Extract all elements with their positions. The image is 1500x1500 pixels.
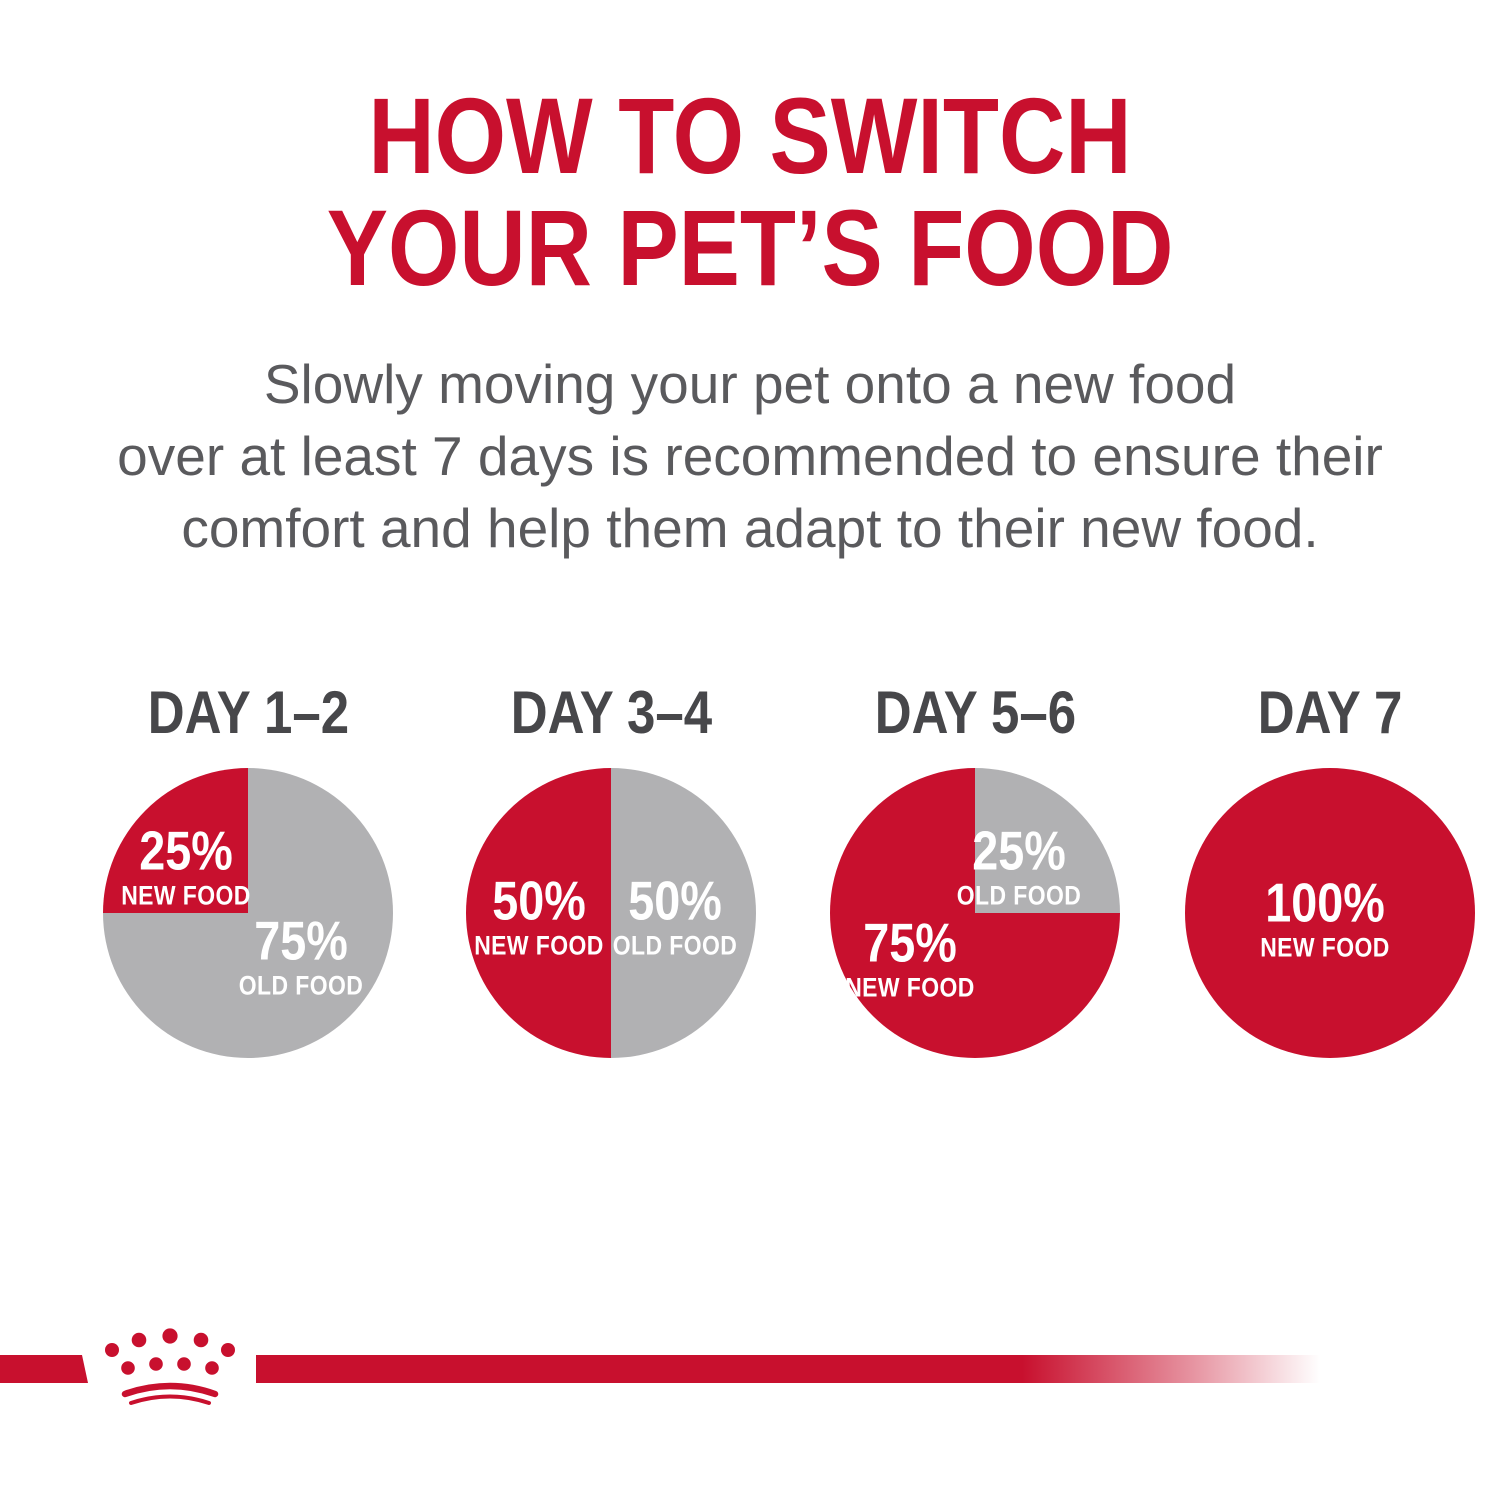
slice-name: NEW FOOD [474, 930, 604, 961]
intro-text: Slowly moving your pet onto a new food o… [0, 348, 1500, 564]
pie-chart-day-7: 100% NEW FOOD [1185, 768, 1475, 1058]
slice-name: NEW FOOD [121, 880, 251, 911]
intro-line-2: over at least 7 days is recommended to e… [117, 425, 1383, 487]
footer-stripe-right [256, 1355, 1320, 1383]
day-3-4-heading: DAY 3–4 [510, 679, 712, 746]
slice-percent: 75% [863, 911, 957, 974]
slice-label-old-food: 50% OLD FOOD [612, 869, 738, 961]
slice-label-new-food: 75% NEW FOOD [845, 911, 975, 1003]
slice-percent: 100% [1265, 871, 1385, 934]
footer-stripe-left [0, 1355, 88, 1383]
day-1-2-group: DAY 1–2 25% NEW FOOD 75% OLD FOOD [98, 682, 398, 1058]
pie-chart-day-5-6: 25% OLD FOOD 75% NEW FOOD [830, 768, 1120, 1058]
slice-percent: 25% [139, 819, 233, 882]
page-title: HOW TO SWITCH YOUR PET’S FOOD [0, 80, 1500, 304]
slice-label-new-food: 100% NEW FOOD [1260, 871, 1390, 963]
slice-name: OLD FOOD [612, 930, 738, 961]
slice-label-old-food: 75% OLD FOOD [238, 909, 364, 1001]
intro-line-1: Slowly moving your pet onto a new food [263, 353, 1237, 415]
slice-label-new-food: 25% NEW FOOD [121, 819, 251, 911]
day-7-heading: DAY 7 [1257, 679, 1403, 746]
day-3-4-group: DAY 3–4 50% NEW FOOD 50% OLD FOOD [461, 682, 761, 1058]
royal-canin-crown-icon [105, 1328, 235, 1405]
slice-name: NEW FOOD [1260, 932, 1390, 963]
slice-name: OLD FOOD [956, 880, 1082, 911]
pie-chart-day-1-2: 25% NEW FOOD 75% OLD FOOD [103, 768, 393, 1058]
slice-percent: 25% [972, 819, 1066, 882]
slice-percent: 50% [492, 869, 586, 932]
day-5-6-heading: DAY 5–6 [874, 679, 1076, 746]
intro-line-3: comfort and help them adapt to their new… [181, 497, 1319, 559]
pie-chart-day-3-4: 50% NEW FOOD 50% OLD FOOD [466, 768, 756, 1058]
slice-label-old-food: 25% OLD FOOD [956, 819, 1082, 911]
slice-percent: 75% [254, 909, 348, 972]
page-title-line-1: HOW TO SWITCH [368, 75, 1132, 196]
day-1-2-heading: DAY 1–2 [147, 679, 349, 746]
slice-name: OLD FOOD [238, 970, 364, 1001]
page-title-line-2: YOUR PET’S FOOD [326, 187, 1174, 308]
day-5-6-group: DAY 5–6 25% OLD FOOD 75% NEW FOOD [825, 682, 1125, 1058]
slice-name: NEW FOOD [845, 972, 975, 1003]
slice-percent: 50% [628, 869, 722, 932]
day-7-group: DAY 7 100% NEW FOOD [1180, 682, 1480, 1058]
slice-label-new-food: 50% NEW FOOD [474, 869, 604, 961]
